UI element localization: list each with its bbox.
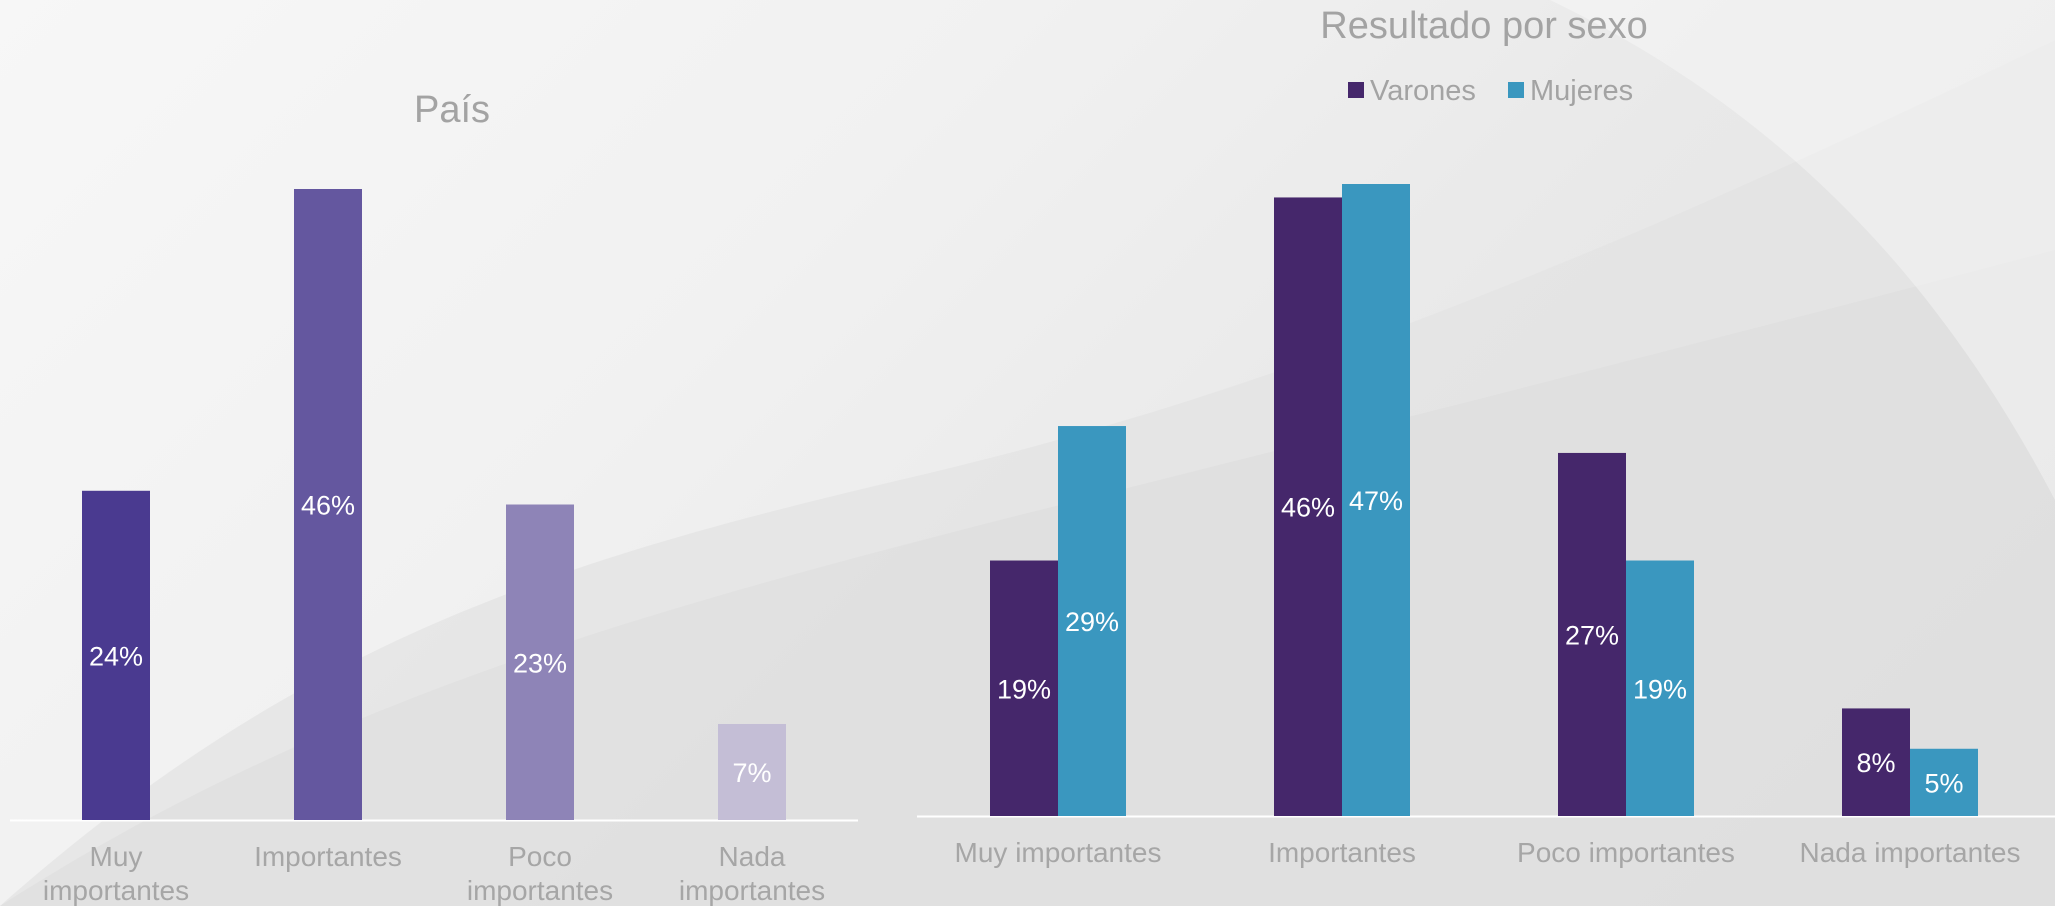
data-label: 27% [1565, 620, 1619, 650]
data-label: 47% [1349, 486, 1403, 516]
category-label: Importantes [254, 841, 402, 872]
bar-mujeres [1626, 560, 1694, 816]
data-label: 46% [1281, 493, 1335, 523]
data-label: 24% [89, 641, 143, 671]
category-label: Poco importantes [1517, 837, 1735, 868]
category-label: Nada importantes [679, 841, 825, 906]
pais-chart: País 24% 46% 23% 7% Muy importantes Important… [10, 89, 858, 906]
bar-varones [1842, 708, 1910, 816]
bars-group: 19% 29% 46% 47% 27% 19% 8% 5% [990, 184, 1978, 817]
bar-mujeres [1342, 184, 1410, 816]
data-label: 46% [301, 491, 355, 521]
bar-varones [1558, 452, 1626, 816]
bar-varones [990, 560, 1058, 816]
data-label: 19% [997, 674, 1051, 704]
data-label: 8% [1856, 748, 1895, 778]
chart-title: País [414, 89, 490, 131]
category-labels: Muy importantes Importantes Poco important… [955, 837, 2021, 868]
bar-varones [1274, 197, 1342, 817]
category-label: Poco importantes [467, 841, 613, 906]
chart-title: Resultado por sexo [1320, 5, 1647, 47]
data-label: 7% [732, 758, 771, 788]
bar-mujeres [1058, 426, 1126, 816]
data-label: 5% [1924, 768, 1963, 798]
data-label: 23% [513, 648, 567, 678]
category-labels: Muy importantes Importantes Poco importantes… [43, 841, 825, 906]
bar-mujeres [1910, 748, 1978, 816]
bar [506, 504, 574, 820]
legend: Varones Mujeres [1348, 75, 1633, 107]
legend-label: Mujeres [1530, 75, 1633, 107]
data-label: 29% [1065, 607, 1119, 637]
category-label: Muy importantes [43, 841, 189, 906]
legend-label: Varones [1370, 75, 1476, 107]
resultado-por-sexo-chart: Resultado por sexo Varones Mujeres 19% 29%… [917, 5, 2055, 868]
data-label: 19% [1633, 674, 1687, 704]
category-label: Muy importantes [955, 837, 1162, 868]
bar [294, 189, 362, 820]
bar [82, 490, 150, 820]
legend-swatch [1348, 82, 1364, 98]
bar [718, 723, 786, 820]
bars-group: 24% 46% 23% 7% [82, 189, 786, 820]
category-label: Importantes [1268, 837, 1416, 868]
legend-swatch [1508, 82, 1524, 98]
category-label: Nada importantes [1799, 837, 2020, 868]
